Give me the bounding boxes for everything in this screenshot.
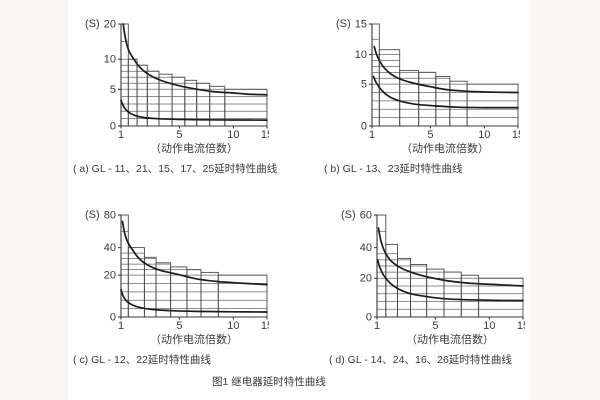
chart-c: (S) 0204080151015 （动作电流倍数） ( c) GL - 12、… — [73, 203, 269, 373]
chart-a-plot: 051020151015 — [104, 19, 269, 139]
chart-a: (S) 051020151015 （动作电流倍数） ( a) GL - 11、2… — [73, 12, 277, 182]
x-tick-label: 15 — [517, 320, 525, 329]
upper-curve — [122, 23, 268, 96]
x-tick-label: 15 — [512, 129, 520, 138]
y-tick-label: 10 — [104, 54, 116, 66]
x-axis-title: （动作电流倍数） — [150, 143, 238, 155]
x-tick-labels: 151015 — [118, 320, 269, 329]
chart-b: (S) 051015151015 （动作电流倍数） ( b) GL - 13、2… — [324, 12, 520, 182]
y-tick-label: 0 — [110, 121, 116, 133]
axes — [118, 214, 268, 320]
x-tick-label: 10 — [227, 320, 239, 329]
step-rect — [443, 271, 462, 318]
chart-c-plot: 0204080151015 — [104, 210, 269, 330]
y-tick-label: 5 — [110, 84, 116, 96]
x-axis-title: （动作电流倍数） — [150, 334, 238, 346]
x-tick-label: 1 — [369, 129, 375, 138]
y-tick-label: 80 — [104, 210, 116, 222]
y-tick-label: 10 — [355, 49, 367, 61]
x-tick-label: 5 — [427, 129, 433, 138]
upper-curve — [373, 45, 519, 94]
chart-d: (S) 0204060151015 （动作电流倍数） ( d) GL - 14、… — [329, 203, 525, 373]
y-unit-label: (S) — [336, 18, 351, 30]
step-rect — [449, 80, 468, 127]
y-tick-label: 60 — [360, 210, 372, 222]
x-tick-label: 10 — [478, 129, 490, 138]
axes — [369, 23, 519, 129]
step-rect — [378, 49, 401, 127]
chart-a-caption: ( a) GL - 11、21、15、17、25延时特性曲线 — [73, 163, 278, 175]
step-columns — [120, 214, 268, 318]
y-tick-label: 15 — [355, 19, 367, 31]
step-columns — [120, 23, 268, 127]
lower-curve — [120, 288, 268, 313]
x-tick-label: 5 — [432, 320, 438, 329]
chart-d-caption: ( d) GL - 14、24、16、26延时特性曲线 — [329, 354, 512, 366]
y-tick-labels: 0 20 40 60 — [360, 210, 372, 324]
y-tick-label: 20 — [360, 273, 372, 285]
figure-panel — [68, 0, 530, 400]
upper-curve — [377, 227, 524, 287]
y-tick-label: 40 — [360, 242, 372, 254]
lower-curve — [120, 99, 268, 121]
x-tick-label: 5 — [176, 129, 182, 138]
lower-curve — [372, 75, 519, 109]
x-tick-labels: 151015 — [369, 129, 520, 138]
y-tick-labels: 0 5 10 20 — [104, 19, 116, 133]
y-tick-label: 0 — [366, 312, 372, 324]
axes — [374, 214, 524, 320]
x-tick-label: 1 — [118, 320, 124, 329]
chart-b-caption: ( b) GL - 13、23延时特性曲线 — [324, 163, 463, 175]
x-tick-label: 15 — [261, 129, 269, 138]
x-tick-label: 1 — [118, 129, 124, 138]
x-axis-title: （动作电流倍数） — [406, 334, 494, 346]
y-unit-label: (S) — [85, 18, 100, 30]
x-tick-labels: 151015 — [118, 129, 269, 138]
step-rect — [426, 268, 445, 318]
y-tick-label: 20 — [104, 270, 116, 282]
y-tick-labels: 0 20 40 80 — [104, 210, 116, 324]
y-unit-label: (S) — [85, 209, 100, 221]
x-axis-title: （动作电流倍数） — [401, 143, 489, 155]
y-tick-label: 20 — [104, 19, 116, 31]
x-tick-labels: 151015 — [374, 320, 525, 329]
x-tick-label: 5 — [176, 320, 182, 329]
y-unit-label: (S) — [341, 209, 356, 221]
y-tick-label: 0 — [361, 121, 367, 133]
y-tick-label: 5 — [361, 79, 367, 91]
upper-curve — [121, 220, 268, 286]
x-tick-label: 10 — [227, 129, 239, 138]
x-tick-label: 10 — [483, 320, 495, 329]
figure-caption: 图1 继电器延时特性曲线 — [212, 376, 326, 388]
step-rect — [460, 274, 480, 318]
step-rect — [466, 83, 519, 127]
lower-curve — [376, 259, 524, 302]
y-tick-labels: 0 5 10 15 — [355, 19, 367, 133]
y-tick-label: 0 — [110, 312, 116, 324]
chart-d-plot: 0204060151015 — [360, 210, 525, 330]
chart-b-plot: 051015151015 — [355, 19, 520, 139]
chart-c-caption: ( c) GL - 12、22延时特性曲线 — [73, 354, 211, 366]
x-tick-label: 1 — [374, 320, 380, 329]
x-tick-label: 15 — [261, 320, 269, 329]
axes — [118, 23, 268, 129]
y-tick-label: 40 — [104, 242, 116, 254]
grid-lines — [377, 230, 523, 310]
